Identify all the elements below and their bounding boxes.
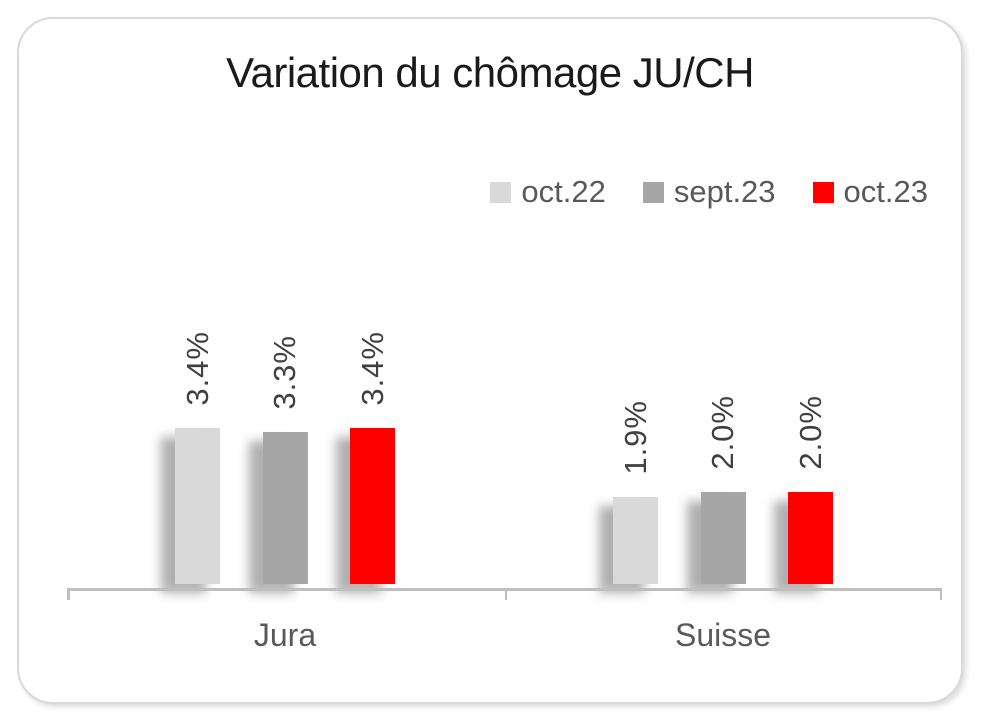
axis-tick	[67, 588, 70, 600]
axis-tick	[504, 588, 507, 600]
bar-Suisse-oct.22	[613, 497, 658, 584]
legend-item-label: oct.22	[521, 174, 606, 209]
chart-frame: Variation du chômage JU/CH oct.22 sept.23…	[17, 17, 963, 704]
legend-swatch-icon	[642, 181, 664, 203]
data-label-Jura-sept.23: 3.3%	[267, 335, 302, 410]
legend-item-oct.22: oct.22	[490, 174, 606, 210]
bar-Jura-oct.23	[350, 428, 395, 584]
legend-swatch-icon	[812, 181, 834, 203]
category-label-Suisse: Suisse	[674, 617, 772, 653]
data-label-Suisse-oct.22: 1.9%	[617, 400, 653, 475]
plot-area: 3.4% 1.9% 3.3% 2.0% 3.4% 2.0% Jura Suisse	[19, 19, 961, 702]
data-label-Suisse-oct.23: 2.0%	[792, 395, 828, 470]
axis-tick	[939, 588, 942, 600]
bar-Suisse-sept.23	[700, 492, 746, 584]
legend-item-oct.23: oct.23	[812, 174, 928, 210]
legend-item-sept.23: sept.23	[642, 174, 776, 210]
bar-Suisse-oct.23	[788, 492, 833, 584]
legend-swatch-icon	[490, 181, 512, 203]
data-label-Jura-oct.22: 3.4%	[179, 331, 215, 406]
legend-item-label: sept.23	[673, 174, 776, 209]
bar-Jura-oct.22	[175, 428, 220, 584]
data-label-Suisse-sept.23: 2.0%	[705, 395, 740, 470]
category-label-Jura: Jura	[253, 617, 317, 653]
bar-Jura-sept.23	[262, 432, 308, 584]
data-label-Jura-oct.23: 3.4%	[354, 331, 390, 406]
legend-item-label: oct.23	[843, 174, 928, 209]
chart-legend: oct.22 sept.23 oct.23	[490, 174, 928, 210]
chart-title: Variation du chômage JU/CH	[226, 49, 754, 96]
